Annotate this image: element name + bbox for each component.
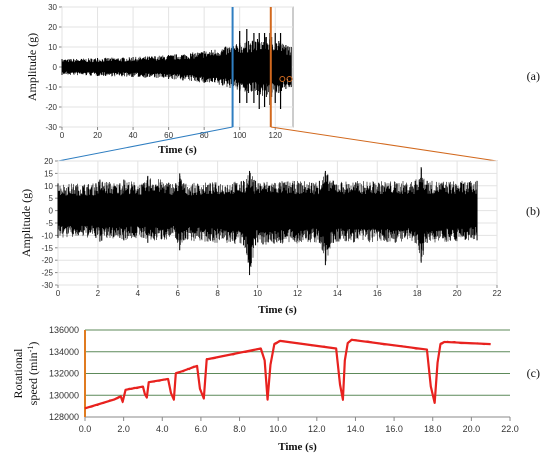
x-tick-label: 12.0 xyxy=(308,424,326,434)
panel-label-a: (a) xyxy=(527,69,540,83)
x-tick-label: 18.0 xyxy=(424,424,442,434)
x-tick-label: 6 xyxy=(176,289,181,298)
zoom-guide-right xyxy=(270,126,498,162)
panel-label-b: (b) xyxy=(526,204,540,218)
y-tick-label: 10 xyxy=(48,43,57,52)
x-tick-label: 22.0 xyxy=(501,424,519,434)
y-tick-label: 20 xyxy=(48,23,57,32)
y-tick-label: -15 xyxy=(41,244,53,253)
y-tick-label: 136000 xyxy=(49,325,79,335)
y-tick-label: -10 xyxy=(41,231,53,240)
y-tick-label: -20 xyxy=(41,256,53,265)
y-tick-label: 30 xyxy=(48,3,57,12)
x-tick-label: 16.0 xyxy=(385,424,403,434)
x-tick-label: 16 xyxy=(373,289,382,298)
x-tick-label: 20 xyxy=(453,289,462,298)
y-tick-label: -20 xyxy=(45,103,57,112)
y-axis-label-end: ) xyxy=(26,342,40,346)
x-tick-label: 10.0 xyxy=(269,424,287,434)
y-tick-label: -25 xyxy=(41,269,53,278)
y-axis-label: Amplitude (g) xyxy=(19,189,33,257)
x-axis-label: Time (s) xyxy=(258,304,297,316)
panel-label-c: (c) xyxy=(527,366,540,380)
x-tick-label: 60 xyxy=(164,131,173,140)
y-tick-label: -30 xyxy=(41,281,53,290)
x-tick-label: 6.0 xyxy=(195,424,208,434)
y-tick-label: 132000 xyxy=(49,369,79,379)
zoom-guide-lines xyxy=(57,126,498,162)
x-tick-label: 80 xyxy=(200,131,209,140)
y-tick-label: -5 xyxy=(46,219,54,228)
x-tick-label: 0.0 xyxy=(79,424,92,434)
y-axis-label-sup: -1 xyxy=(26,346,35,353)
y-tick-label: 20 xyxy=(44,157,53,166)
x-tick-label: 22 xyxy=(493,289,502,298)
y-tick-label: 0 xyxy=(53,63,58,72)
x-tick-label: 14 xyxy=(333,289,342,298)
x-tick-label: 0 xyxy=(56,289,61,298)
y-tick-label: 5 xyxy=(49,194,54,203)
y-axis-label: Amplitude (g) xyxy=(25,33,39,101)
x-axis-label: Time (s) xyxy=(278,441,317,453)
y-tick-label: 128000 xyxy=(49,412,79,422)
y-axis-label-line2: speed (min-1) xyxy=(26,342,40,406)
x-tick-label: 8 xyxy=(215,289,220,298)
x-tick-label: 4.0 xyxy=(156,424,169,434)
y-tick-label: 130000 xyxy=(49,390,79,400)
y-tick-label: -30 xyxy=(45,123,57,132)
y-tick-label: 0 xyxy=(49,207,54,216)
y-axis-label-line1: Rotational xyxy=(11,348,25,399)
rotational-speed-noise xyxy=(84,338,488,410)
x-tick-label: 100 xyxy=(233,131,247,140)
marker-dot xyxy=(279,76,286,82)
x-tick-label: 40 xyxy=(129,131,138,140)
y-tick-label: 134000 xyxy=(49,347,79,357)
x-tick-label: 0 xyxy=(60,131,65,140)
x-tick-label: 20 xyxy=(93,131,102,140)
y-axis-label-main: speed (min xyxy=(26,352,40,405)
x-tick-label: 8.0 xyxy=(233,424,246,434)
x-tick-label: 12 xyxy=(293,289,302,298)
y-tick-label: -10 xyxy=(45,83,57,92)
x-tick-label: 2.0 xyxy=(117,424,130,434)
x-tick-label: 18 xyxy=(413,289,422,298)
x-tick-label: 20.0 xyxy=(463,424,481,434)
marker-dot xyxy=(286,76,293,82)
x-tick-label: 120 xyxy=(269,131,283,140)
x-tick-label: 4 xyxy=(136,289,141,298)
x-axis-label: Time (s) xyxy=(158,144,197,156)
y-tick-label: 10 xyxy=(44,182,53,191)
x-tick-label: 2 xyxy=(96,289,101,298)
zoom-guide-left xyxy=(57,126,233,162)
x-tick-label: 10 xyxy=(253,289,262,298)
x-tick-label: 14.0 xyxy=(347,424,365,434)
y-tick-label: 15 xyxy=(44,169,53,178)
